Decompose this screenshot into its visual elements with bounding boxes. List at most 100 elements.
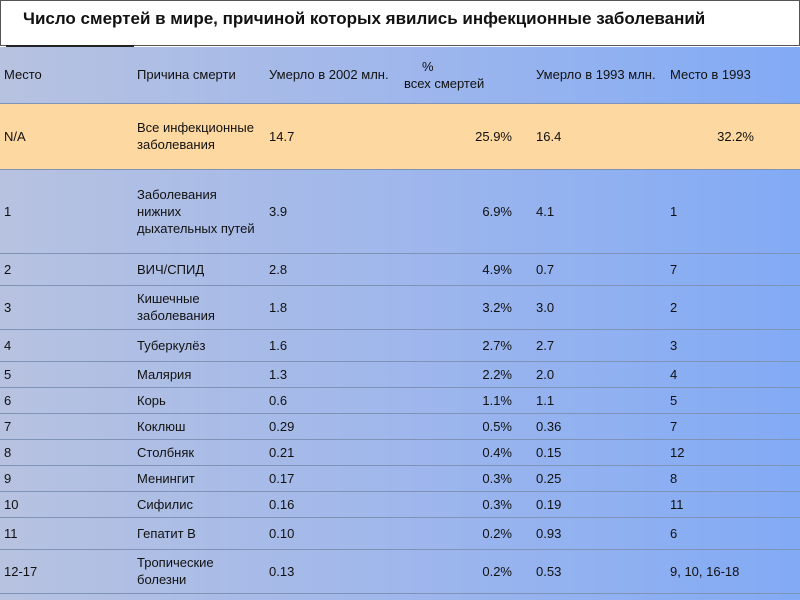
cell-place: N/A xyxy=(0,103,133,170)
cell-died-1993: 16.4 xyxy=(532,103,666,170)
cell-place-1993: 6 xyxy=(666,517,800,550)
cell-cause: Малярия xyxy=(133,361,265,388)
cell-percent: 0.3% xyxy=(400,491,532,518)
cell-died-2002: 3.9 xyxy=(265,169,400,254)
cell-died-2002: 0.29 xyxy=(265,413,400,440)
cell-died-1993: 0.7 xyxy=(532,253,666,286)
cell-place-1993: 7 xyxy=(666,253,800,286)
cell-died-2002: 0.16 xyxy=(265,491,400,518)
cell-cause: Менингит xyxy=(133,465,265,492)
cell-place-1993: 1 xyxy=(666,169,800,254)
cell-cause: Корь xyxy=(133,387,265,414)
cell-place-1993: 8 xyxy=(666,465,800,492)
cell-percent: 0.3% xyxy=(400,465,532,492)
cell-place: 5 xyxy=(0,361,133,388)
cell-place-1993: 32.2% xyxy=(666,103,800,170)
table-row: 8 Столбняк 0.21 0.4% 0.15 12 xyxy=(0,439,800,466)
cell-cause: Коклюш xyxy=(133,413,265,440)
cell-died-2002: 1.8 xyxy=(265,285,400,330)
cell-place: 3 xyxy=(0,285,133,330)
cell-place: 1 xyxy=(0,169,133,254)
cell-died-1993: 0.93 xyxy=(532,517,666,550)
cell-cause: Гепатит В xyxy=(133,517,265,550)
cell-place-1993: 3 xyxy=(666,329,800,362)
cell-place: 8 xyxy=(0,439,133,466)
cell-percent: 2.2% xyxy=(400,361,532,388)
table-container: Место Причина смерти Умерло в 2002 млн. … xyxy=(0,47,800,600)
cell-cause: Столбняк xyxy=(133,439,265,466)
cell-died-1993: 0.25 xyxy=(532,465,666,492)
cell-died-1993: 3.0 xyxy=(532,285,666,330)
cell-cause: Туберкулёз xyxy=(133,329,265,362)
header-died-2002: Умерло в 2002 млн. xyxy=(265,47,400,104)
cell-died-1993: 0.36 xyxy=(532,413,666,440)
cell-died-2002: 0.13 xyxy=(265,549,400,594)
title-box: Число смертей в мире, причиной которых я… xyxy=(0,0,800,46)
header-cause: Причина смерти xyxy=(133,47,265,104)
header-percent: % всех смертей xyxy=(400,47,532,104)
cell-died-2002: 0.6 xyxy=(265,387,400,414)
cell-percent: 4.9% xyxy=(400,253,532,286)
table-row: 12-17 Тропические болезни 0.13 0.2% 0.53 9, 1… xyxy=(0,549,800,594)
cell-place-1993: 4 xyxy=(666,361,800,388)
cell-died-2002: 14.7 xyxy=(265,103,400,170)
header-row: Место Причина смерти Умерло в 2002 млн. … xyxy=(0,47,800,104)
cell-cause: Сифилис xyxy=(133,491,265,518)
table-body: N/A Все инфекционные заболевания 14.7 25.9%… xyxy=(0,103,800,594)
cell-died-1993: 2.7 xyxy=(532,329,666,362)
cell-place: 12-17 xyxy=(0,549,133,594)
cell-place: 11 xyxy=(0,517,133,550)
cell-died-1993: 0.53 xyxy=(532,549,666,594)
table-row: 1 Заболевания нижних дыхательных путей 3.9… xyxy=(0,169,800,254)
cell-cause: Тропические болезни xyxy=(133,549,265,594)
cell-died-1993: 0.19 xyxy=(532,491,666,518)
cell-percent: 0.2% xyxy=(400,549,532,594)
header-percent-symbol: % xyxy=(422,58,434,74)
cell-place: 2 xyxy=(0,253,133,286)
cell-died-2002: 2.8 xyxy=(265,253,400,286)
cell-died-2002: 0.21 xyxy=(265,439,400,466)
table-row: 4 Туберкулёз 1.6 2.7% 2.7 3 xyxy=(0,329,800,362)
cell-died-2002: 1.6 xyxy=(265,329,400,362)
deaths-table: Место Причина смерти Умерло в 2002 млн. … xyxy=(0,47,800,594)
cell-died-2002: 0.10 xyxy=(265,517,400,550)
cell-place-1993: 9, 10, 16-18 xyxy=(666,549,800,594)
header-place: Место xyxy=(0,47,133,104)
cell-died-1993: 1.1 xyxy=(532,387,666,414)
cell-died-1993: 4.1 xyxy=(532,169,666,254)
table-row: 7 Коклюш 0.29 0.5% 0.36 7 xyxy=(0,413,800,440)
cell-place-1993: 7 xyxy=(666,413,800,440)
cell-place-1993: 12 xyxy=(666,439,800,466)
title-underline xyxy=(6,45,134,47)
cell-died-2002: 0.17 xyxy=(265,465,400,492)
cell-place: 10 xyxy=(0,491,133,518)
cell-percent: 3.2% xyxy=(400,285,532,330)
header-died-1993: Умерло в 1993 млн. xyxy=(532,47,666,104)
cell-percent: 25.9% xyxy=(400,103,532,170)
cell-place-1993: 5 xyxy=(666,387,800,414)
page-title: Число смертей в мире, причиной которых я… xyxy=(23,9,706,28)
table-row: 5 Малярия 1.3 2.2% 2.0 4 xyxy=(0,361,800,388)
cell-cause: Кишечные заболевания xyxy=(133,285,265,330)
table-row: 6 Корь 0.6 1.1% 1.1 5 xyxy=(0,387,800,414)
cell-cause: Все инфекционные заболевания xyxy=(133,103,265,170)
cell-place: 9 xyxy=(0,465,133,492)
cell-percent: 6.9% xyxy=(400,169,532,254)
cell-percent: 2.7% xyxy=(400,329,532,362)
cell-cause: Заболевания нижних дыхательных путей xyxy=(133,169,265,254)
header-place-1993: Место в 1993 xyxy=(666,47,800,104)
cell-place-1993: 11 xyxy=(666,491,800,518)
table-row: 2 ВИЧ/СПИД 2.8 4.9% 0.7 7 xyxy=(0,253,800,286)
table-row: 10 Сифилис 0.16 0.3% 0.19 11 xyxy=(0,491,800,518)
cell-percent: 0.5% xyxy=(400,413,532,440)
table-row: 9 Менингит 0.17 0.3% 0.25 8 xyxy=(0,465,800,492)
cell-place-1993: 2 xyxy=(666,285,800,330)
table-row: 3 Кишечные заболевания 1.8 3.2% 3.0 2 xyxy=(0,285,800,330)
cell-cause: ВИЧ/СПИД xyxy=(133,253,265,286)
cell-percent: 1.1% xyxy=(400,387,532,414)
cell-place: 4 xyxy=(0,329,133,362)
header-percent-label: всех смертей xyxy=(404,75,485,91)
cell-died-1993: 0.15 xyxy=(532,439,666,466)
cell-died-1993: 2.0 xyxy=(532,361,666,388)
cell-percent: 0.2% xyxy=(400,517,532,550)
